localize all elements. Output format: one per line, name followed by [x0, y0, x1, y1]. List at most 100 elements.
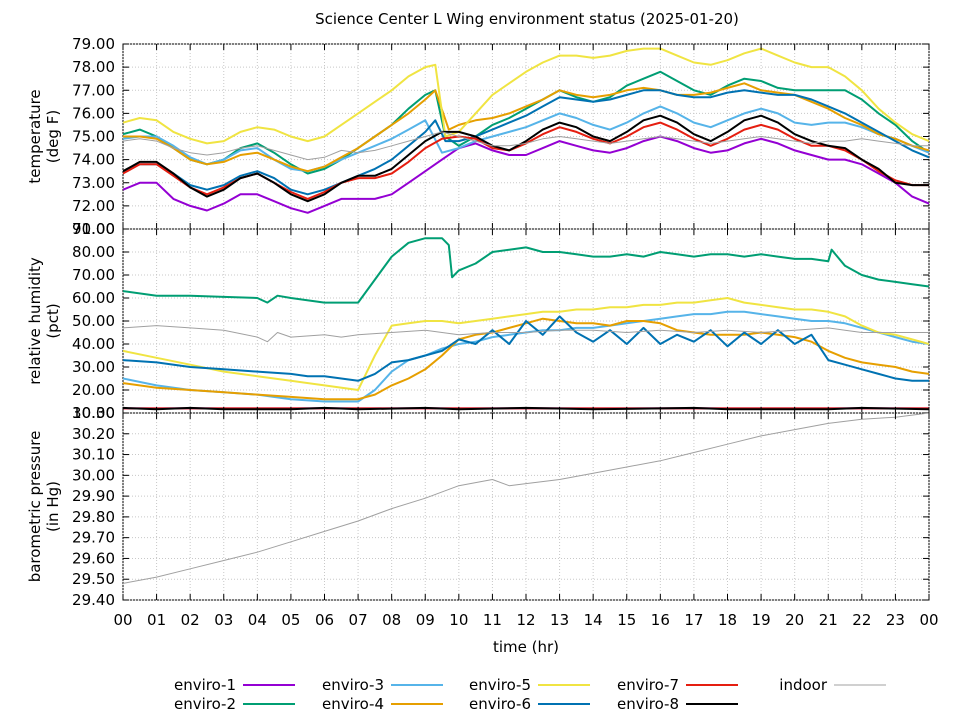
y-tick-label: 29.50 [72, 570, 115, 588]
y-tick-label: 76.00 [72, 104, 115, 122]
series-line-indoor-temperature [123, 131, 929, 161]
legend-label: enviro-8 [617, 695, 679, 713]
legend-label: enviro-4 [322, 695, 384, 713]
x-tick-label: 20 [785, 611, 804, 629]
y-tick-label: 30.00 [72, 466, 115, 484]
y-tick-label: 74.00 [72, 151, 115, 169]
legend-item-enviro-5: enviro-5 [469, 676, 590, 694]
x-tick-label: 08 [382, 611, 401, 629]
y-tick-label: 80.00 [72, 243, 115, 261]
y-axis-label: relative humidity [26, 257, 44, 385]
y-tick-label: 75.00 [72, 128, 115, 146]
panels-layer: 71.00 72.00 73.00 74.00 75.00 76.00 77.00 78.00… [26, 35, 939, 629]
x-tick-label: 07 [349, 611, 368, 629]
y-tick-label: 70.00 [72, 266, 115, 284]
y-tick-label: 29.90 [72, 487, 115, 505]
x-tick-label: 21 [819, 611, 838, 629]
x-tick-label: 14 [584, 611, 603, 629]
x-tick-label: 00 [113, 611, 132, 629]
x-tick-label: 22 [852, 611, 871, 629]
x-tick-label: 06 [315, 611, 334, 629]
y-tick-label: 78.00 [72, 58, 115, 76]
y-tick-label: 20.00 [72, 381, 115, 399]
panel-temperature: 71.00 72.00 73.00 74.00 75.00 76.00 77.00 78.00… [26, 35, 930, 238]
x-tick-label: 11 [483, 611, 502, 629]
series-line-enviro-5-temperature [123, 47, 929, 145]
x-tick-label: 16 [651, 611, 670, 629]
y-tick-label: 79.00 [72, 35, 115, 53]
y-tick-label: 77.00 [72, 81, 115, 99]
x-axis-label: time (hr) [493, 638, 559, 656]
x-tick-marks [122, 413, 930, 600]
series-line-enviro-6-temperature [123, 89, 929, 196]
series-group [123, 47, 929, 214]
series-line-enviro-8-temperature [123, 114, 929, 203]
y-tick-label: 30.00 [72, 358, 115, 376]
legend-label: indoor [779, 676, 828, 694]
x-tick-label: 09 [416, 611, 435, 629]
legend-label: enviro-6 [469, 695, 531, 713]
x-tick-label: 10 [449, 611, 468, 629]
x-tick-marks [122, 229, 930, 413]
x-tick-label: 13 [550, 611, 569, 629]
x-gridlines [122, 413, 930, 600]
legend-item-indoor: indoor [779, 676, 886, 694]
y-tick-label: 71.00 [72, 220, 115, 238]
x-tick-label: 17 [684, 611, 703, 629]
legend-item-enviro-4: enviro-4 [322, 695, 443, 713]
legend-item-enviro-3: enviro-3 [322, 676, 443, 694]
series-line-enviro-3-humidity [123, 310, 929, 403]
legend-item-enviro-8: enviro-8 [617, 695, 738, 713]
y-tick-label: 90.00 [72, 220, 115, 238]
chart-title: Science Center L Wing environment status… [315, 10, 739, 28]
panel-pressure: 29.40 29.50 29.60 29.70 29.80 29.90 30.00 30.10… [26, 404, 930, 609]
legend-item-enviro-2: enviro-2 [174, 695, 295, 713]
x-tick-label: 15 [617, 611, 636, 629]
x-tick-label: 00 [919, 611, 938, 629]
series-group [123, 237, 929, 411]
series-line-indoor-pressure [123, 413, 929, 584]
series-line-indoor-humidity [123, 325, 929, 343]
y-tick-label: 60.00 [72, 289, 115, 307]
y-tick-label: 73.00 [72, 174, 115, 192]
x-tick-marks [122, 44, 930, 229]
x-tick-label: 18 [718, 611, 737, 629]
y-gridlines: 10.00 20.00 30.00 40.00 50.00 60.00 70.00 80.00… [72, 220, 929, 422]
series-line-enviro-2-temperature [123, 70, 929, 175]
legend-label: enviro-5 [469, 676, 531, 694]
y-axis-unit-label: (deg F) [44, 110, 62, 163]
y-axis-unit-label: (pct) [44, 303, 62, 338]
y-gridlines: 29.40 29.50 29.60 29.70 29.80 29.90 30.00 30.10… [72, 404, 929, 609]
series-line-enviro-4-humidity [123, 317, 929, 401]
y-axis-label: barometric pressure [26, 431, 44, 583]
legend-item-enviro-7: enviro-7 [617, 676, 738, 694]
legend-label: enviro-2 [174, 695, 236, 713]
y-tick-label: 40.00 [72, 335, 115, 353]
y-tick-label: 30.10 [72, 446, 115, 464]
x-tick-labels: 00 01 02 03 04 05 06 07 08 09 10 11 12 13 14 15 16 17 18 19… [113, 611, 938, 629]
y-axis-label: temperature [26, 89, 44, 183]
y-tick-label: 29.40 [72, 591, 115, 609]
series-line-enviro-5-humidity [123, 297, 929, 391]
series-line-enviro-3-temperature [123, 105, 929, 173]
legend-label: enviro-1 [174, 676, 236, 694]
y-tick-label: 50.00 [72, 312, 115, 330]
y-tick-label: 10.00 [72, 404, 115, 422]
legend-item-enviro-6: enviro-6 [469, 695, 590, 713]
series-group [123, 413, 929, 584]
legend-label: enviro-3 [322, 676, 384, 694]
x-gridlines [122, 44, 930, 229]
series-line-enviro-6-humidity [123, 315, 929, 382]
y-tick-label: 30.30 [72, 404, 115, 422]
x-tick-label: 03 [214, 611, 233, 629]
series-line-enviro-1-temperature [123, 135, 929, 214]
y-tick-label: 29.60 [72, 549, 115, 567]
y-axis-unit-label: (in Hg) [44, 481, 62, 532]
x-tick-label: 04 [248, 611, 267, 629]
x-tick-label: 19 [752, 611, 771, 629]
x-tick-label: 23 [886, 611, 905, 629]
y-tick-label: 29.80 [72, 508, 115, 526]
x-tick-label: 01 [147, 611, 166, 629]
